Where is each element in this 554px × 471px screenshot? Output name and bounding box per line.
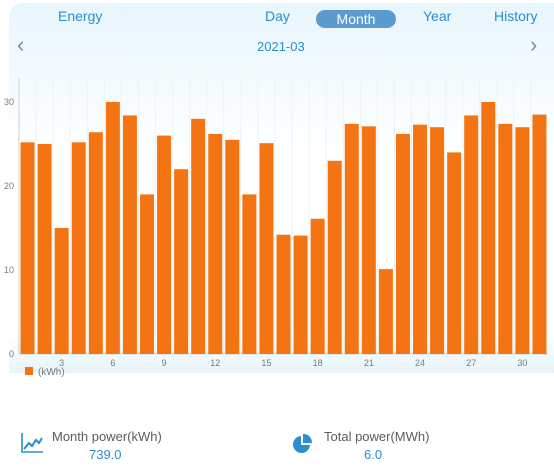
- bar[interactable]: [54, 228, 69, 354]
- bar[interactable]: [498, 123, 513, 354]
- bar[interactable]: [464, 115, 479, 354]
- y-tick-label: 0: [9, 349, 14, 359]
- x-tick-label: 12: [210, 358, 220, 368]
- bar[interactable]: [191, 118, 206, 354]
- total-power-value: 6.0: [364, 447, 383, 462]
- bar[interactable]: [259, 143, 274, 354]
- bar[interactable]: [105, 102, 120, 354]
- x-tick-label: 3: [59, 358, 64, 368]
- bar[interactable]: [37, 144, 52, 354]
- tab-year[interactable]: Year: [423, 8, 452, 24]
- bar[interactable]: [344, 123, 359, 354]
- bar[interactable]: [139, 194, 154, 354]
- bar[interactable]: [413, 124, 428, 355]
- y-tick-label: 20: [4, 181, 14, 191]
- bar[interactable]: [174, 169, 189, 354]
- bar[interactable]: [71, 142, 86, 354]
- x-tick-label: 18: [313, 358, 323, 368]
- x-tick-label: 27: [466, 358, 476, 368]
- bar[interactable]: [225, 139, 240, 354]
- x-tick-label: 30: [517, 358, 527, 368]
- legend-label: (kWh): [38, 367, 65, 378]
- total-power-label: Total power(MWh): [324, 429, 430, 444]
- tab-day[interactable]: Day: [265, 8, 290, 24]
- tab-energy[interactable]: Energy: [58, 8, 103, 24]
- bar[interactable]: [88, 132, 103, 354]
- bar[interactable]: [20, 142, 35, 354]
- bar[interactable]: [122, 115, 137, 354]
- bar[interactable]: [532, 114, 547, 354]
- bar[interactable]: [157, 135, 172, 354]
- x-tick-label: 21: [364, 358, 374, 368]
- pie-chart-icon: [293, 433, 313, 453]
- bar[interactable]: [395, 133, 410, 354]
- bar[interactable]: [481, 102, 496, 354]
- bar[interactable]: [310, 218, 325, 354]
- bar[interactable]: [327, 160, 342, 354]
- bar-chart: 0 10 20 30 3 6 9 12 15 18 21 24 27 30: [4, 78, 548, 368]
- bar[interactable]: [430, 127, 445, 354]
- x-tick-label: 15: [261, 358, 271, 368]
- x-tick-label: 6: [110, 358, 115, 368]
- bar[interactable]: [276, 234, 291, 354]
- bar[interactable]: [378, 269, 393, 354]
- tab-history[interactable]: History: [494, 8, 538, 24]
- line-chart-icon: [21, 433, 43, 453]
- month-power-value: 739.0: [89, 447, 122, 462]
- bar[interactable]: [447, 152, 462, 354]
- legend: (kWh): [25, 367, 65, 378]
- legend-swatch: [25, 367, 33, 375]
- y-tick-label: 30: [4, 97, 14, 107]
- bar[interactable]: [208, 133, 223, 354]
- date-label: 2021-03: [257, 39, 305, 54]
- x-tick-label: 24: [415, 358, 425, 368]
- bar[interactable]: [242, 194, 257, 354]
- bar[interactable]: [293, 235, 308, 354]
- y-tick-label: 10: [4, 265, 14, 275]
- chevron-right-icon[interactable]: ›: [530, 32, 538, 57]
- bar[interactable]: [515, 127, 530, 354]
- chevron-left-icon[interactable]: ‹: [17, 32, 25, 57]
- x-tick-label: 9: [162, 358, 167, 368]
- bar[interactable]: [361, 126, 376, 354]
- month-power-label: Month power(kWh): [52, 429, 162, 444]
- tab-month[interactable]: Month: [316, 10, 396, 28]
